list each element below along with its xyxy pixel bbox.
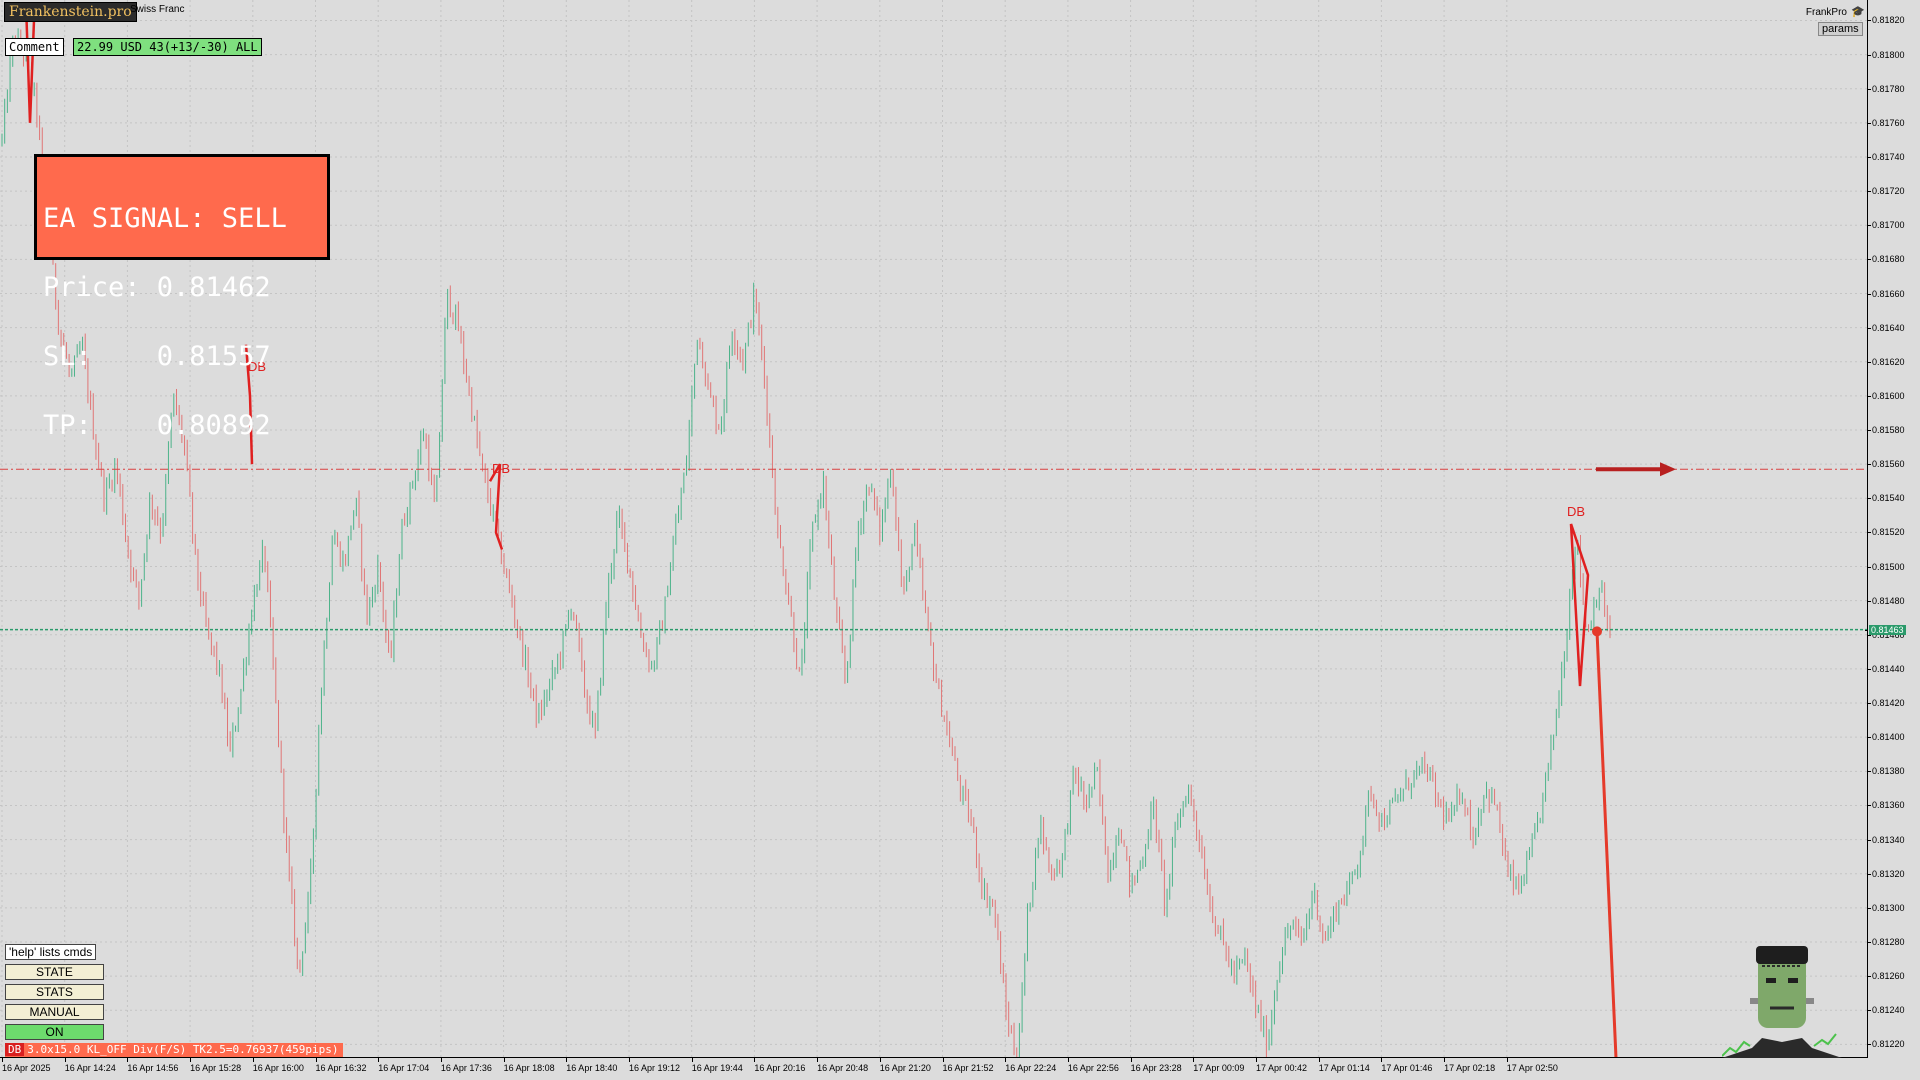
db-pattern-line — [244, 344, 254, 465]
time-tick-label: 17 Apr 00:09 — [1193, 1058, 1245, 1073]
grid — [0, 0, 1867, 1057]
signal-title: EA SIGNAL: SELL — [43, 203, 287, 234]
time-tick-label: 16 Apr 15:28 — [190, 1058, 242, 1073]
db-pattern-label: DB — [248, 359, 266, 374]
price-tick-label: 0.81700 — [1868, 220, 1905, 231]
params-button[interactable]: params — [1818, 22, 1863, 36]
db-pattern-line — [488, 463, 504, 550]
signal-tp: TP: 0.80892 — [43, 410, 271, 441]
status-text: 3.0x15.0 KL_OFF Div(F/S) TK2.5=0.76937(4… — [27, 1043, 339, 1056]
price-tick-label: 0.81720 — [1868, 186, 1905, 197]
price-tick-label: 0.81260 — [1868, 971, 1905, 982]
price-tick-label: 0.81480 — [1868, 595, 1905, 606]
price-tick-label: 0.81500 — [1868, 561, 1905, 572]
time-tick-label: 17 Apr 02:18 — [1444, 1058, 1496, 1073]
db-pattern-line — [1569, 523, 1590, 687]
brand-logo[interactable]: Frankenstein.pro — [4, 2, 137, 22]
sl-arrow-head — [1660, 462, 1676, 477]
time-axis: 16 Apr 2025 16 Apr 14:24 16 Apr 14:56 16 Ap… — [0, 1058, 1868, 1080]
time-tick-label: 16 Apr 19:12 — [629, 1058, 681, 1073]
current-price-label: 0.81463 — [1865, 624, 1906, 635]
status-line: DB 3.0x15.0 KL_OFF Div(F/S) TK2.5=0.76937… — [5, 1043, 343, 1057]
price-tick-label: 0.81360 — [1868, 800, 1905, 811]
time-tick-label: 16 Apr 22:56 — [1067, 1058, 1119, 1073]
time-tick-label: 17 Apr 01:46 — [1381, 1058, 1433, 1073]
price-tick-label: 0.81420 — [1868, 698, 1905, 709]
trade-stats: 22.99 USD 43(+13/-30) ALL — [73, 38, 262, 56]
time-tick-label: 16 Apr 2025 — [2, 1058, 51, 1073]
price-tick-label: 0.81300 — [1868, 902, 1905, 913]
time-tick-label: 17 Apr 02:50 — [1506, 1058, 1558, 1073]
time-tick-label: 16 Apr 23:28 — [1130, 1058, 1182, 1073]
price-tick-label: 0.81400 — [1868, 732, 1905, 743]
price-chart[interactable]: DB DB DB — [0, 0, 1868, 1058]
price-tick-label: 0.81660 — [1868, 288, 1905, 299]
state-button[interactable]: STATE — [5, 964, 104, 980]
price-tick-label: 0.81600 — [1868, 390, 1905, 401]
time-tick-label: 16 Apr 14:24 — [64, 1058, 116, 1073]
time-tick-label: 16 Apr 17:36 — [440, 1058, 492, 1073]
price-tick-label: 0.81460 — [1868, 629, 1905, 640]
price-tick-label: 0.81380 — [1868, 766, 1905, 777]
help-hint: 'help' lists cmds — [5, 944, 97, 960]
time-tick-label: 17 Apr 00:42 — [1256, 1058, 1308, 1073]
time-tick-label: 16 Apr 16:32 — [315, 1058, 367, 1073]
symbol-name: Swiss Franc — [130, 4, 185, 15]
price-tick-label: 0.81800 — [1868, 49, 1905, 60]
time-tick-label: 16 Apr 17:04 — [378, 1058, 430, 1073]
time-tick-label: 16 Apr 18:08 — [503, 1058, 555, 1073]
sell-projection-line — [1595, 631, 1618, 1057]
time-tick-label: 16 Apr 20:48 — [817, 1058, 869, 1073]
stats-button[interactable]: STATS — [5, 984, 104, 1000]
price-tick-label: 0.81640 — [1868, 322, 1905, 333]
time-tick-label: 16 Apr 21:52 — [942, 1058, 994, 1073]
time-tick-label: 16 Apr 18:40 — [566, 1058, 618, 1073]
price-tick-label: 0.81580 — [1868, 425, 1905, 436]
db-tag: DB — [5, 1043, 25, 1056]
time-tick-label: 16 Apr 16:00 — [252, 1058, 304, 1073]
price-tick-label: 0.81340 — [1868, 834, 1905, 845]
brand-label: FrankPro — [1805, 7, 1847, 18]
time-tick-label: 16 Apr 19:44 — [691, 1058, 743, 1073]
time-tick-label: 16 Apr 14:56 — [127, 1058, 179, 1073]
price-tick-label: 0.81240 — [1868, 1005, 1905, 1016]
price-tick-label: 0.81320 — [1868, 868, 1905, 879]
time-tick-label: 16 Apr 22:24 — [1005, 1058, 1057, 1073]
graduation-cap-icon: 🎓 — [1851, 6, 1865, 18]
price-tick-label: 0.81520 — [1868, 527, 1905, 538]
on-toggle-button[interactable]: ON — [5, 1024, 104, 1040]
price-tick-label: 0.81440 — [1868, 663, 1905, 674]
db-pattern-label: DB — [1567, 504, 1585, 519]
price-tick-label: 0.81560 — [1868, 459, 1905, 470]
time-tick-label: 16 Apr 21:20 — [879, 1058, 931, 1073]
manual-button[interactable]: MANUAL — [5, 1004, 104, 1020]
price-tick-label: 0.81820 — [1868, 15, 1905, 26]
price-tick-label: 0.81280 — [1868, 936, 1905, 947]
comment-label[interactable]: Comment — [5, 38, 64, 56]
price-tick-label: 0.81740 — [1868, 151, 1905, 162]
price-tick-label: 0.81540 — [1868, 493, 1905, 504]
signal-price: Price: 0.81462 — [43, 272, 271, 303]
price-axis: 0.81820 0.81800 0.81780 0.81760 0.81740 0.817… — [1865, 0, 1920, 1058]
time-tick-label: 16 Apr 20:16 — [754, 1058, 806, 1073]
price-tick-label: 0.81680 — [1868, 254, 1905, 265]
price-tick-label: 0.81620 — [1868, 356, 1905, 367]
ea-signal-box: EA SIGNAL: SELL Price: 0.81462 SL: 0.815… — [34, 154, 330, 439]
time-tick-label: 17 Apr 01:14 — [1318, 1058, 1370, 1073]
frankenstein-mascot-icon — [1722, 946, 1842, 1058]
price-tick-label: 0.81220 — [1868, 1039, 1905, 1050]
sell-entry-marker — [1592, 626, 1602, 637]
signal-sl: SL: 0.81557 — [43, 341, 271, 372]
price-tick-label: 0.81760 — [1868, 117, 1905, 128]
candles — [1, 28, 1611, 1057]
price-tick-label: 0.81780 — [1868, 83, 1905, 94]
